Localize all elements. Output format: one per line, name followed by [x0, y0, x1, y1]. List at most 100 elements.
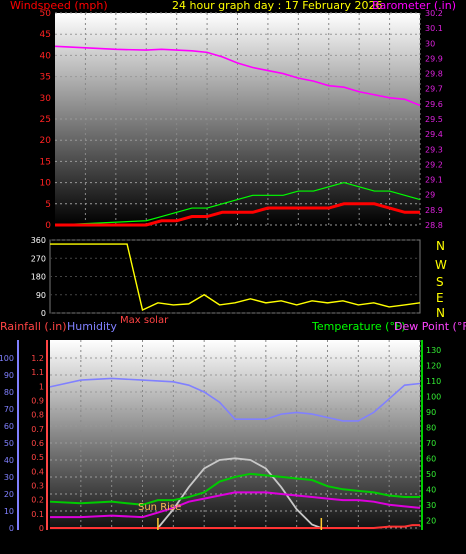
- x-tick-label: 14: [262, 231, 274, 241]
- rainfall-tick-label: 0.4: [31, 467, 44, 476]
- windspeed-tick-label: 5: [45, 200, 51, 210]
- direction-tick-label: 360: [31, 236, 46, 245]
- compass-n-top: N: [436, 239, 445, 253]
- wind-baro-grid: [55, 12, 421, 226]
- x-tick-label: 12: [229, 536, 240, 546]
- rainfall-tick-label: 1: [39, 382, 44, 391]
- x-tick-label: 20: [353, 536, 365, 546]
- x-tick-label: 18: [322, 536, 334, 546]
- x-tick-label: 16: [291, 536, 303, 546]
- temp-humidity-grid: [50, 340, 421, 530]
- dewpoint-axis-label: Dew Point (°F): [394, 320, 466, 333]
- humidity-tick-label: 40: [4, 456, 14, 465]
- temperature-tick-label: 70: [426, 439, 436, 448]
- windspeed-tick-label: 30: [40, 94, 52, 104]
- rainfall-tick-label: 0.5: [31, 453, 44, 462]
- barometer-axis-label: Barometer (.in): [372, 0, 456, 12]
- x-tick-label: 02: [80, 231, 91, 241]
- direction-series: [50, 243, 421, 311]
- rainfall-tick-label: 0.1: [31, 510, 44, 519]
- rainfall-tick-label: 0.2: [31, 496, 44, 505]
- rainfall-tick-label: 1.2: [31, 354, 44, 363]
- windspeed-tick-label: 45: [40, 30, 51, 40]
- x-tick-label: 22: [383, 536, 394, 546]
- rainfall-tick-label: 0.8: [31, 411, 44, 420]
- sunrise-label: Sun Rise: [138, 502, 181, 513]
- dewpoint-line: [50, 491, 421, 519]
- humidity-tick-label: 100: [0, 354, 14, 363]
- max-solar-label: Max solar: [120, 315, 169, 326]
- temperature-axis-label: Temperature (°F): [311, 320, 406, 333]
- temperature-tick-label: 110: [426, 377, 441, 386]
- barometer-line: [54, 45, 421, 107]
- barometer-tick-label: 29.5: [425, 115, 443, 124]
- humidity-line: [49, 377, 421, 422]
- x-tick-label: 04: [110, 231, 122, 241]
- humidity-tick-label: 10: [4, 507, 14, 516]
- x-tick-label: 12: [232, 231, 243, 241]
- windspeed-tick-label: 15: [40, 157, 51, 167]
- temperature-tick-label: 50: [426, 470, 436, 479]
- temperature-tick-label: 90: [426, 408, 436, 417]
- compass-w: W: [435, 258, 447, 272]
- barometer-tick-label: 29.2: [425, 160, 443, 169]
- barometer-tick-label: 29.7: [425, 85, 443, 94]
- temperature-tick-label: 120: [426, 361, 441, 370]
- humidity-tick-label: 80: [4, 388, 14, 397]
- windspeed-axis-label: Windspeed (mph): [10, 0, 108, 12]
- x-tick-label: 22: [384, 231, 395, 241]
- barometer-tick-label: 30.1: [425, 24, 443, 33]
- windspeed-tick-label: 35: [40, 73, 51, 83]
- x-tick-label: 00: [414, 231, 426, 241]
- rainfall-tick-label: 1.1: [31, 368, 44, 377]
- direction-tick-label: 90: [36, 291, 46, 300]
- chart-title: 24 hour graph day : 17 February 2026: [172, 0, 383, 12]
- windspeed-tick-label: 10: [40, 179, 52, 189]
- windspeed-tick-label: 40: [40, 51, 52, 61]
- x-tick-label: 02: [75, 536, 86, 546]
- barometer-tick-label: 29: [425, 191, 435, 200]
- compass-n-bottom: N: [436, 306, 445, 320]
- barometer-tick-label: 29.6: [425, 100, 443, 109]
- windspeed-line: [55, 202, 420, 227]
- humidity-tick-label: 0: [9, 524, 14, 533]
- x-tick-label: 06: [141, 231, 153, 241]
- humidity-axis-label: Humidity: [67, 320, 117, 333]
- x-tick-label: 06: [137, 536, 149, 546]
- rainfall-axis-label: Rainfall (.in): [0, 320, 67, 333]
- direction-tick-label: 0: [41, 309, 46, 318]
- barometer-tick-label: 29.4: [425, 130, 443, 139]
- x-tick-label: 14: [260, 536, 272, 546]
- humidity-tick-label: 20: [4, 490, 14, 499]
- barometer-tick-label: 28.9: [425, 206, 443, 215]
- temperature-line: [49, 472, 420, 506]
- windspeed-tick-label: 50: [40, 9, 52, 19]
- direction-grid: [50, 239, 420, 314]
- rainfall-tick-label: 0.7: [31, 425, 44, 434]
- temp-humidity-series: [49, 377, 421, 530]
- x-tick-label: 10: [201, 231, 213, 241]
- gust-line: [54, 181, 421, 226]
- rainfall-tick-label: 0.9: [31, 397, 44, 406]
- humidity-tick-label: 60: [4, 422, 14, 431]
- barometer-tick-label: 29.3: [425, 145, 443, 154]
- humidity-tick-label: 70: [4, 405, 14, 414]
- compass-e: E: [436, 291, 444, 305]
- humidity-tick-label: 50: [4, 439, 14, 448]
- barometer-tick-label: 28.8: [425, 221, 443, 230]
- x-tick-label: 04: [106, 536, 118, 546]
- x-tick-label: 00: [414, 536, 426, 546]
- x-tick-label: 18: [323, 231, 335, 241]
- temperature-tick-label: 80: [426, 423, 436, 432]
- x-tick-label: 08: [171, 231, 183, 241]
- direction-ticks: 360 270 180 90 0: [31, 236, 46, 318]
- wind-direction-line: [50, 243, 421, 311]
- barometer-tick-label: 29.8: [425, 70, 443, 79]
- temperature-tick-label: 60: [426, 454, 436, 463]
- compass-s: S: [436, 275, 444, 289]
- temperature-tick-label: 40: [426, 485, 436, 494]
- barometer-tick-label: 30.2: [425, 9, 443, 18]
- temperature-tick-label: 100: [426, 392, 441, 401]
- rainfall-tick-label: 0.3: [31, 482, 44, 491]
